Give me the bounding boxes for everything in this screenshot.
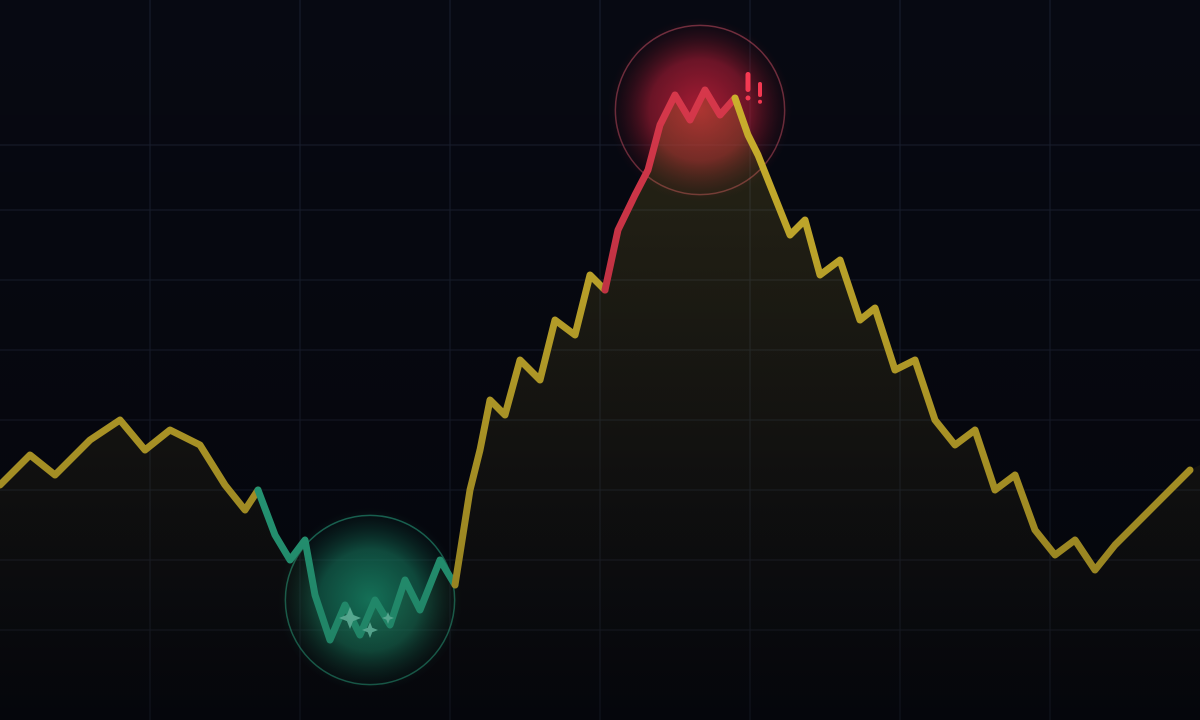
- exclaim-dot-icon: [746, 96, 751, 101]
- exclaim-icon: [746, 72, 751, 92]
- volatility-chart: [0, 0, 1200, 720]
- exclaim-dot-icon: [758, 100, 762, 104]
- chart-canvas: [0, 0, 1200, 720]
- exclaim-icon: [758, 82, 762, 97]
